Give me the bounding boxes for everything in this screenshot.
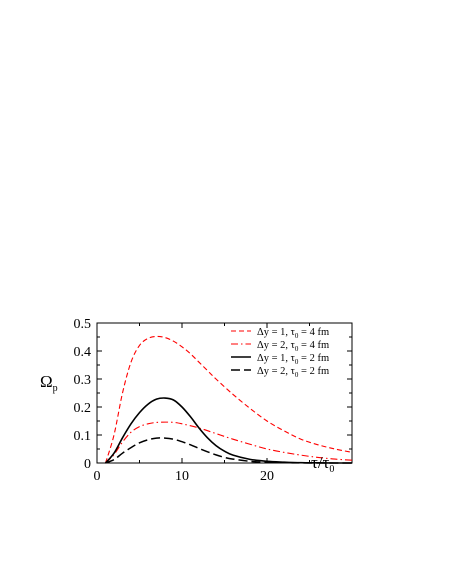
y-tick-label: 0.2 xyxy=(74,401,92,416)
x-axis-label-main: τ/τ xyxy=(311,453,330,472)
legend-label-3: Δy = 1, τ0 = 2 fm xyxy=(257,353,329,366)
y-axis-label: Ωp xyxy=(40,372,58,394)
y-axis-label-main: Ω xyxy=(40,372,53,391)
x-axis-label: τ/τ0 xyxy=(311,453,334,475)
x-axis-label-sub: 0 xyxy=(329,464,334,475)
series-line-1 xyxy=(104,335,353,464)
x-tick-label: 0 xyxy=(94,469,101,484)
legend-label-1: Δy = 1, τ0 = 4 fm xyxy=(257,327,329,340)
x-tick-label: 10 xyxy=(175,469,189,484)
y-tick-label: 0 xyxy=(84,457,91,472)
legend-label-4: Δy = 2, τ0 = 2 fm xyxy=(257,366,329,379)
y-tick-label: 0.3 xyxy=(74,373,92,388)
y-tick-label: 0.5 xyxy=(74,317,92,332)
series-line-2 xyxy=(105,421,353,464)
x-tick-label: 20 xyxy=(260,469,274,484)
y-tick-label: 0.1 xyxy=(74,429,92,444)
series-layer xyxy=(104,335,353,464)
axis-ticks: 0 10 20 0 0.1 0.2 0.3 0.4 0.5 xyxy=(74,317,352,484)
series-line-3 xyxy=(104,397,353,464)
legend-label-2: Δy = 2, τ0 = 4 fm xyxy=(257,340,329,353)
y-axis-label-sub: p xyxy=(53,383,58,394)
y-tick-label: 0.4 xyxy=(74,345,92,360)
